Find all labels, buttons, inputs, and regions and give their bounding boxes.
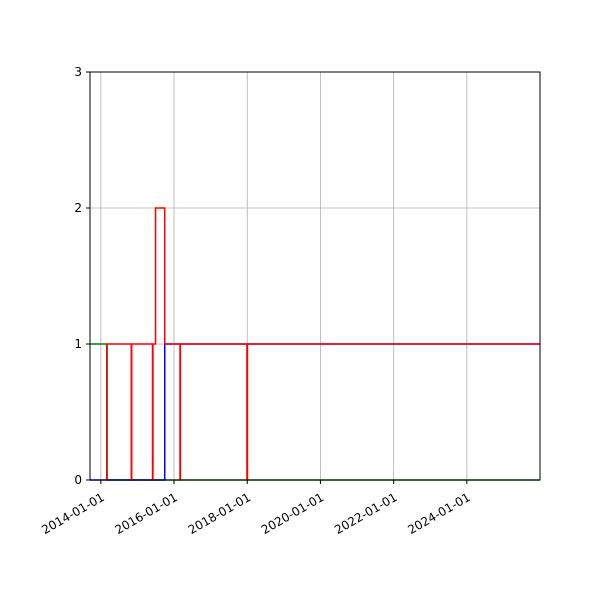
y-tick-label: 0 — [74, 473, 82, 487]
plot-frame — [89, 71, 541, 481]
y-tick-label: 2 — [74, 201, 82, 215]
series-line-3 — [106, 207, 540, 481]
y-tick-label: 3 — [74, 65, 82, 79]
y-tick-label: 1 — [74, 337, 82, 351]
